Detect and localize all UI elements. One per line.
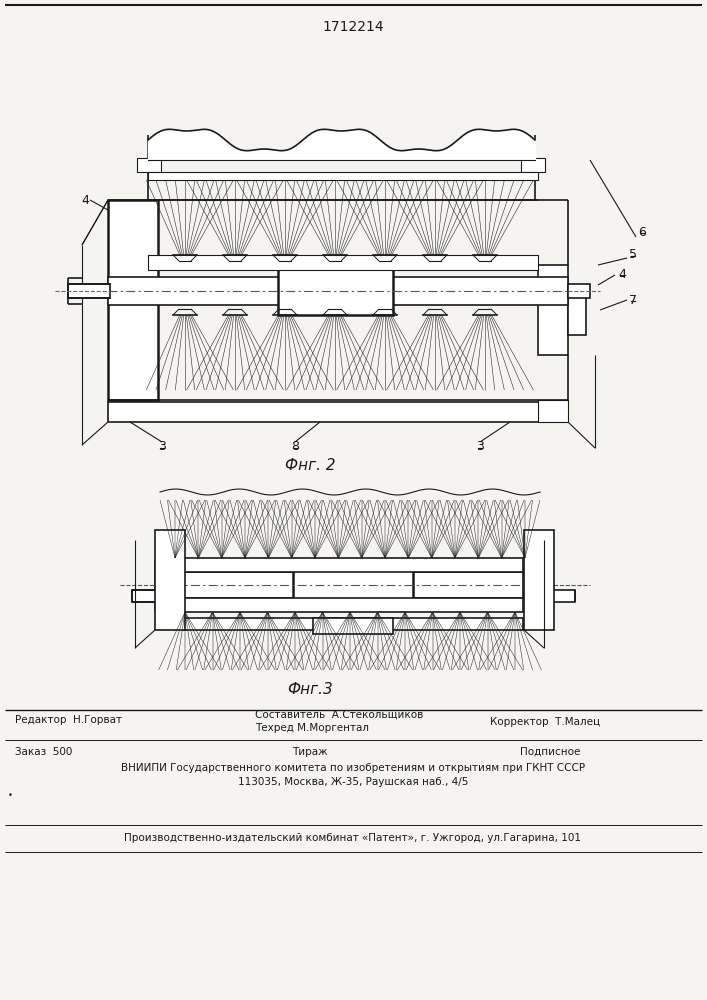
- Text: 7: 7: [629, 294, 637, 306]
- Bar: [108, 402, 568, 422]
- Text: Фнг. 2: Фнг. 2: [285, 458, 335, 473]
- Bar: [568, 285, 586, 335]
- Bar: [183, 618, 523, 630]
- Bar: [521, 158, 545, 172]
- Text: 3: 3: [158, 440, 166, 454]
- Bar: [148, 172, 538, 180]
- Text: 3: 3: [476, 440, 484, 454]
- Text: 6: 6: [638, 226, 646, 238]
- Text: ВНИИПИ Государственного комитета по изобретениям и открытиям при ГКНТ СССР: ВНИИПИ Государственного комитета по изоб…: [121, 763, 585, 773]
- Text: •: •: [8, 790, 13, 800]
- Bar: [538, 400, 568, 422]
- Text: 8: 8: [291, 440, 299, 454]
- Bar: [137, 158, 161, 172]
- Bar: [155, 560, 183, 610]
- Text: Подписное: Подписное: [520, 747, 580, 757]
- Text: Корректор  Т.Малец: Корректор Т.Малец: [490, 717, 600, 727]
- Text: Фнг.3: Фнг.3: [287, 682, 333, 698]
- Bar: [108, 277, 568, 305]
- Bar: [132, 590, 157, 602]
- Bar: [550, 590, 575, 602]
- Text: 4: 4: [618, 268, 626, 282]
- Bar: [155, 530, 185, 630]
- Bar: [568, 284, 590, 298]
- Text: 5: 5: [629, 248, 637, 261]
- Text: Составитель  А.Стекольщиков: Составитель А.Стекольщиков: [255, 710, 423, 720]
- Bar: [313, 618, 393, 634]
- Bar: [293, 565, 413, 605]
- Bar: [148, 255, 538, 270]
- Bar: [183, 598, 523, 612]
- Bar: [108, 200, 158, 400]
- Bar: [524, 560, 552, 610]
- Bar: [183, 558, 523, 572]
- Text: Заказ  500: Заказ 500: [15, 747, 72, 757]
- Text: Тираж: Тираж: [292, 747, 328, 757]
- Text: Редактор  Н.Горват: Редактор Н.Горват: [15, 715, 122, 725]
- Bar: [68, 284, 110, 298]
- Text: 1712214: 1712214: [322, 20, 384, 34]
- Text: Техред М.Моргентал: Техред М.Моргентал: [255, 723, 369, 733]
- Bar: [538, 265, 568, 355]
- Bar: [524, 530, 554, 630]
- Text: 113035, Москва, Ж-35, Раушская наб., 4/5: 113035, Москва, Ж-35, Раушская наб., 4/5: [238, 777, 468, 787]
- Bar: [183, 572, 523, 598]
- Text: Производственно-издательский комбинат «Патент», г. Ужгород, ул.Гагарина, 101: Производственно-издательский комбинат «П…: [124, 833, 581, 843]
- Bar: [278, 267, 393, 315]
- Text: 4: 4: [81, 194, 89, 207]
